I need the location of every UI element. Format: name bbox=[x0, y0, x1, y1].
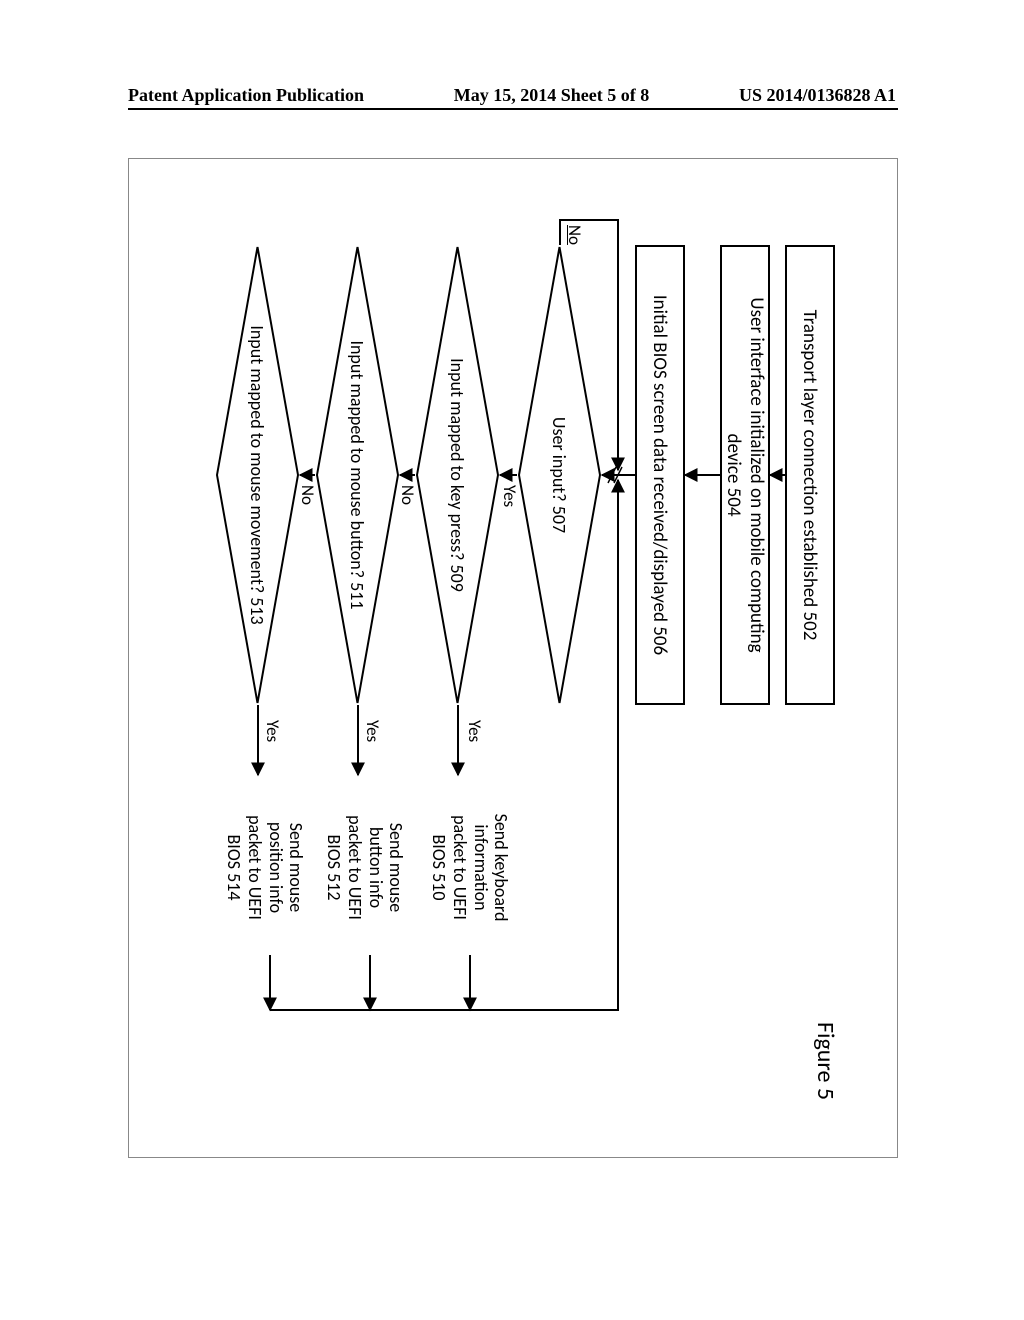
diamond-513: Input mapped to mouse movement? 513 bbox=[215, 245, 300, 705]
step-502: Transport layer connection established 5… bbox=[785, 245, 835, 705]
diamond-507-label: User input? 507 bbox=[549, 417, 571, 533]
diamond-507: User input? 507 bbox=[517, 245, 602, 705]
diamond-513-label: Input mapped to mouse movement? 513 bbox=[247, 325, 269, 624]
label-no-509: No bbox=[397, 485, 418, 505]
page-header: Patent Application Publication May 15, 2… bbox=[0, 85, 1024, 106]
step-502-label: Transport layer connection established 5… bbox=[799, 310, 822, 641]
label-no-511: No bbox=[297, 485, 318, 505]
action-510-label: Send keyboard information packet to UEFI… bbox=[429, 814, 512, 922]
header-left: Patent Application Publication bbox=[128, 85, 364, 106]
diamond-511: Input mapped to mouse button? 511 bbox=[315, 245, 400, 705]
label-no-507: No bbox=[564, 225, 585, 245]
header-rule bbox=[128, 108, 898, 110]
header-right: US 2014/0136828 A1 bbox=[739, 85, 896, 106]
action-514: Send mouse position info packet to UEFI … bbox=[220, 780, 310, 955]
step-504-label: User interface initialized on mobile com… bbox=[722, 297, 768, 652]
action-514-label: Send mouse position info packet to UEFI … bbox=[224, 815, 307, 920]
label-yes-513: Yes bbox=[262, 720, 283, 742]
label-yes-511: Yes bbox=[362, 720, 383, 742]
diamond-509: Input mapped to key press? 509 bbox=[415, 245, 500, 705]
label-yes-509: Yes bbox=[464, 720, 485, 742]
step-506: Initial BIOS screen data received/displa… bbox=[635, 245, 685, 705]
step-506-label: Initial BIOS screen data received/displa… bbox=[649, 295, 672, 655]
diamond-511-label: Input mapped to mouse button? 511 bbox=[347, 340, 369, 609]
action-510: Send keyboard information packet to UEFI… bbox=[425, 780, 515, 955]
action-512: Send mouse button info packet to UEFI BI… bbox=[320, 780, 410, 955]
header-center: May 15, 2014 Sheet 5 of 8 bbox=[454, 85, 649, 106]
flowchart: Figure 5 bbox=[200, 220, 840, 1100]
label-yes-507: Yes bbox=[499, 485, 520, 507]
step-504: User interface initialized on mobile com… bbox=[720, 245, 770, 705]
action-512-label: Send mouse button info packet to UEFI BI… bbox=[324, 815, 407, 920]
diamond-509-label: Input mapped to key press? 509 bbox=[447, 358, 469, 592]
